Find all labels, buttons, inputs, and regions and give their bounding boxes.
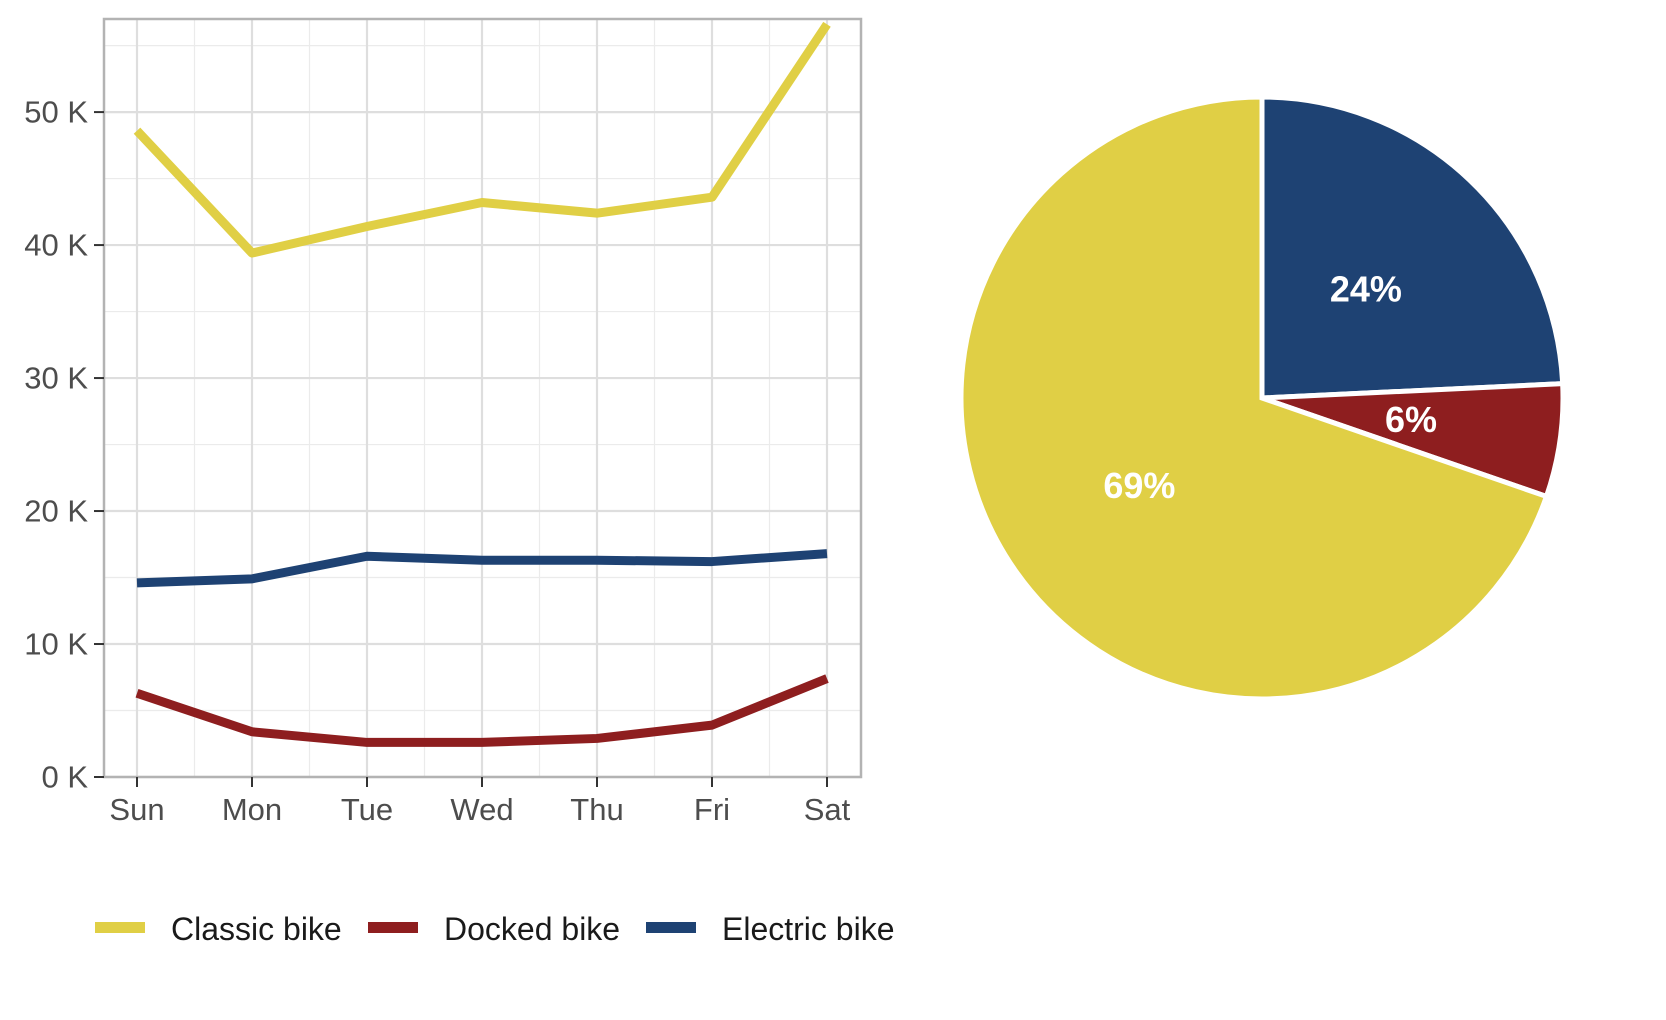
pie-slice-electric-bike [1259,94,1566,401]
y-tick-label: 40 K [24,228,88,263]
series-line-docked-bike [135,674,829,747]
y-tick-label: 50 K [24,95,88,130]
pie-chart: 24% 6% 69% [958,94,1566,702]
x-tick-label: Sun [109,792,164,827]
pie-label-classic-bike: 69% [1103,465,1175,506]
legend: Classic bike Docked bike Electric bike [95,911,895,947]
y-tick-label: 0 K [41,760,88,795]
legend-label-electric-bike: Electric bike [722,911,895,947]
x-tick-label: Sat [804,792,851,827]
line-chart-panel: 0 K 10 K 20 K 30 K 40 K 50 K Sun Mon Tue Wed Thu F… [24,17,863,827]
x-tick-label: Mon [222,792,282,827]
legend-key-classic-bike [95,922,145,933]
x-tick-label: Wed [450,792,513,827]
pie-labels: 24% 6% 69% [1103,269,1437,506]
x-axis: Sun Mon Tue Wed Thu Fri Sat [109,777,851,827]
legend-label-classic-bike: Classic bike [171,911,342,947]
grid-major [104,19,861,779]
y-tick-label: 20 K [24,494,88,529]
pie-slice-classic-bike [958,94,1550,702]
y-tick-label: 30 K [24,361,88,396]
pie-label-electric-bike: 24% [1330,269,1402,310]
legend-key-docked-bike [368,922,418,933]
x-tick-label: Fri [694,792,730,827]
series-line-electric-bike [136,549,828,588]
legend-label-docked-bike: Docked bike [444,911,620,947]
legend-key-electric-bike [646,922,696,933]
x-tick-label: Tue [341,792,393,827]
x-tick-label: Thu [570,792,623,827]
y-tick-label: 10 K [24,627,88,662]
y-axis: 0 K 10 K 20 K 30 K 40 K 50 K [24,95,104,795]
pie-label-docked-bike: 6% [1385,399,1437,440]
series-line-classic-bike [133,21,831,258]
series-lines [133,21,831,747]
pie-slices [958,94,1566,702]
